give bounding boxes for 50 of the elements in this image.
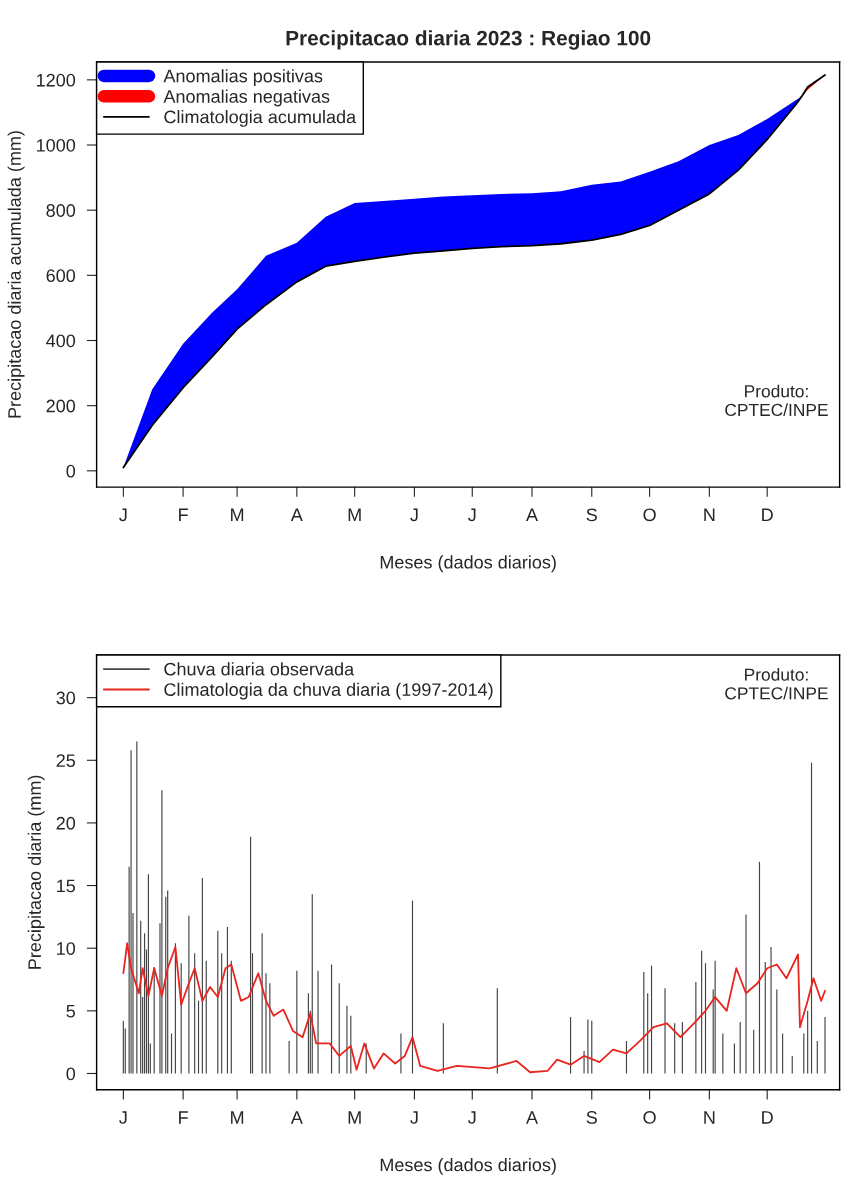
y-axis-title: Precipitacao diaria (mm): [27, 775, 45, 969]
x-tick-label: A: [526, 1111, 538, 1124]
y-axis-title: Precipitacao diaria acumulada (mm): [7, 131, 25, 418]
legend-label: Climatologia acumulada: [164, 110, 357, 127]
y-tick-label: 1000: [37, 138, 76, 152]
y-tick-label: 10: [57, 942, 76, 955]
x-tick-label: J: [468, 1111, 476, 1124]
x-tick-label: O: [643, 508, 656, 522]
y-tick-label: 5: [66, 1004, 76, 1018]
x-tick-label: J: [410, 508, 418, 522]
x-tick-label: O: [643, 1111, 656, 1124]
x-tick-label: S: [586, 1111, 597, 1124]
y-tick-label: 0: [66, 464, 76, 478]
y-tick-label: 200: [46, 399, 76, 413]
x-tick-label: F: [179, 508, 188, 522]
x-tick-label: D: [762, 1111, 773, 1124]
x-tick-label: A: [290, 508, 303, 522]
y-tick-label: 20: [56, 816, 76, 830]
x-tick-label: N: [704, 508, 715, 522]
x-tick-label: J: [119, 508, 127, 522]
y-tick-label: 25: [56, 754, 76, 767]
x-axis-title: Meses (dados diarios): [380, 555, 556, 573]
x-tick-label: J: [119, 1111, 127, 1124]
x-tick-label: A: [526, 508, 538, 522]
x-tick-label: M: [231, 1111, 244, 1124]
chart-title: Precipitacao diaria 2023 : Regiao 100: [286, 30, 651, 50]
y-tick-label: 800: [46, 204, 76, 217]
y-tick-label: 1200: [37, 73, 76, 87]
x-tick-label: D: [762, 508, 773, 522]
annotation: Produto: CPTEC/INPE: [725, 384, 828, 417]
x-tick-label: J: [410, 1111, 418, 1124]
x-tick-label: J: [468, 508, 476, 522]
x-tick-label: M: [348, 1111, 361, 1124]
x-tick-label: N: [704, 1111, 715, 1124]
x-tick-label: M: [231, 508, 244, 522]
x-axis-title: Meses (dados diarios): [380, 1157, 556, 1175]
legend-label: Anomalias positivas: [163, 69, 323, 86]
annotation: Produto: CPTEC/INPE: [725, 668, 828, 700]
y-tick-label: 0: [66, 1067, 76, 1081]
legend-label: Anomalias negativas: [163, 89, 330, 107]
x-tick-label: M: [348, 508, 361, 522]
x-tick-label: S: [586, 508, 597, 522]
y-tick-label: 600: [46, 269, 76, 283]
x-tick-label: F: [179, 1111, 188, 1124]
legend-label: Chuva diaria observada: [164, 662, 355, 676]
legend-label: Climatologia da chuva diaria (1997-2014): [164, 682, 493, 700]
x-tick-label: A: [290, 1111, 303, 1124]
y-tick-label: 15: [57, 879, 76, 893]
y-tick-label: 30: [56, 691, 76, 705]
y-tick-label: 400: [46, 334, 76, 348]
